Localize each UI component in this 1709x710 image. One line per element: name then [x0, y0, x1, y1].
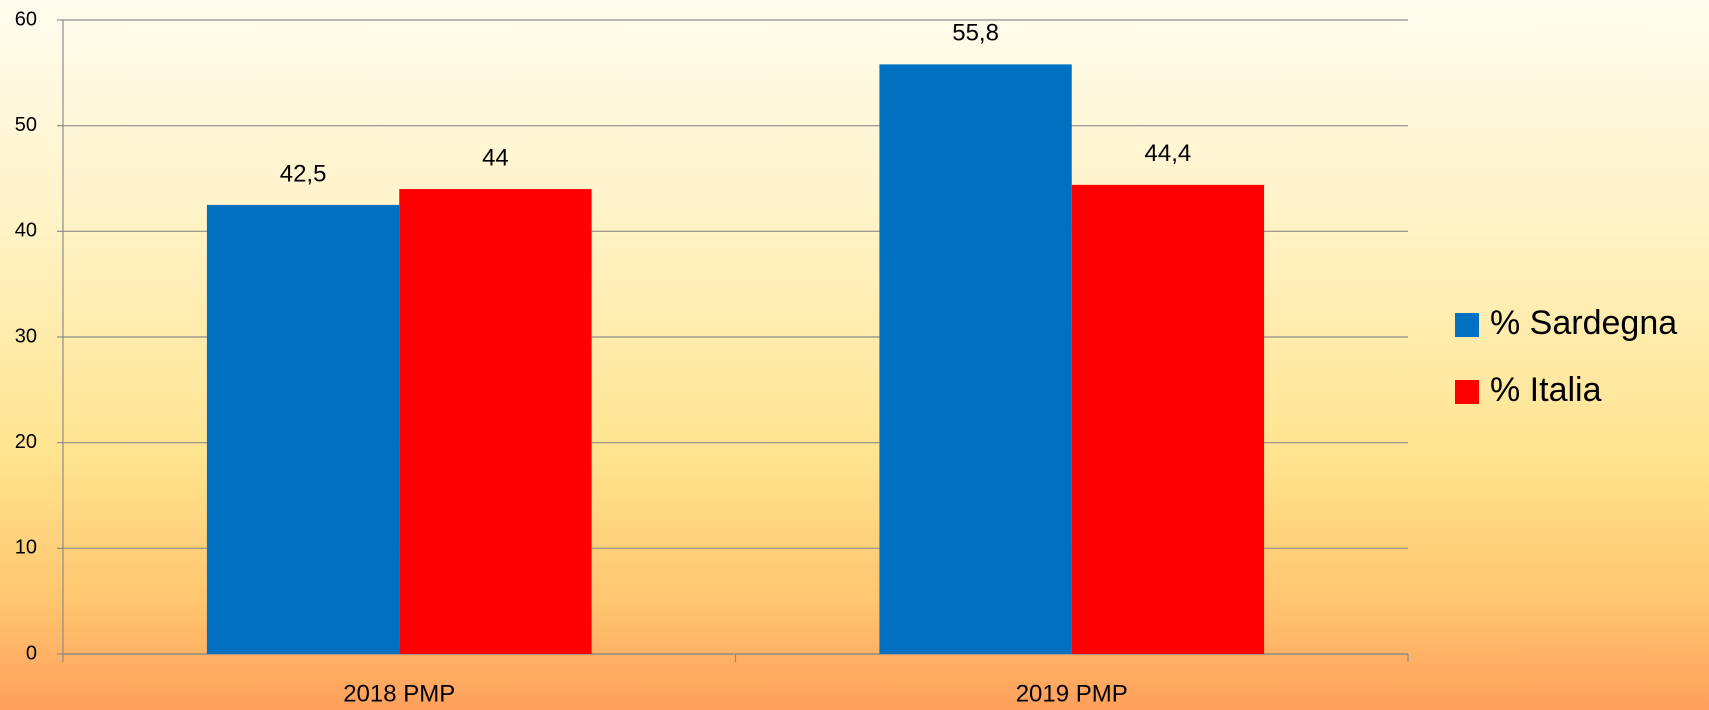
legend-swatch — [1455, 380, 1479, 404]
bar — [1071, 184, 1265, 654]
x-tick-label: 2018 PMP — [343, 680, 455, 707]
bar — [206, 204, 400, 654]
legend-label: % Sardegna — [1490, 304, 1677, 342]
data-label: 44 — [482, 144, 509, 171]
x-tick-label: 2019 PMP — [1016, 680, 1128, 707]
y-tick-label: 20 — [15, 431, 37, 453]
y-tick-label: 60 — [15, 8, 37, 30]
y-tick-label: 10 — [15, 537, 37, 559]
bar — [879, 64, 1072, 654]
bar — [399, 189, 592, 655]
data-label: 55,8 — [952, 20, 999, 47]
legend-label: % Italia — [1490, 371, 1602, 409]
y-tick-label: 0 — [26, 642, 37, 664]
data-label: 42,5 — [280, 160, 327, 187]
y-tick-label: 50 — [15, 114, 37, 136]
legend-swatch — [1455, 313, 1479, 337]
y-tick-label: 30 — [15, 325, 37, 347]
data-label: 44,4 — [1145, 140, 1192, 167]
y-tick-label: 40 — [15, 220, 37, 242]
